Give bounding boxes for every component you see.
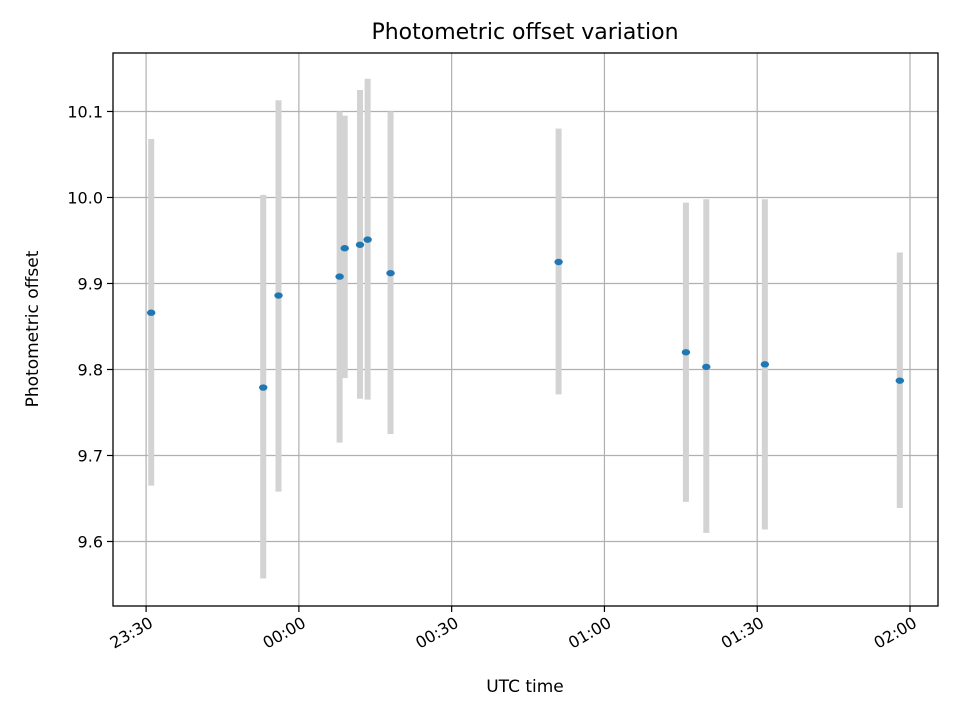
- x-tick-label: 23:30: [107, 613, 156, 653]
- y-axis-label: Photometric offset: [23, 250, 43, 407]
- x-axis-ticks: 23:30 00:00 00:30 01:00 01:30 02:00: [107, 606, 920, 653]
- x-tick-label: 00:00: [259, 613, 308, 653]
- grid: [113, 53, 938, 606]
- data-point: [335, 273, 344, 280]
- x-axis-label: UTC time: [486, 677, 564, 697]
- y-tick-label: 10.1: [67, 102, 103, 121]
- y-tick-label: 9.8: [78, 360, 103, 379]
- data-point: [702, 363, 711, 371]
- data-point: [340, 245, 349, 252]
- chart-title: Photometric offset variation: [371, 20, 678, 45]
- plot-frame: [112, 52, 939, 607]
- data-point: [146, 309, 156, 316]
- y-axis-ticks: 9.6 9.7 9.8 9.9 10.0 10.1: [67, 102, 113, 551]
- y-tick-label: 9.6: [78, 532, 103, 551]
- data-point: [895, 377, 905, 384]
- data-point: [363, 236, 372, 243]
- x-tick-label: 00:30: [412, 613, 461, 653]
- x-tick-label: 01:30: [718, 613, 767, 653]
- x-tick-label: 01:00: [565, 613, 614, 653]
- data-point: [386, 269, 395, 277]
- data-point: [554, 258, 563, 266]
- y-tick-label: 9.7: [78, 446, 103, 465]
- y-tick-label: 9.9: [78, 274, 103, 293]
- data-point: [274, 292, 283, 299]
- data-point: [760, 361, 770, 368]
- data-point: [259, 384, 268, 391]
- x-tick-label: 02:00: [871, 613, 920, 653]
- y-tick-label: 10.0: [67, 188, 103, 207]
- data-point: [355, 241, 365, 248]
- data-points: [146, 236, 905, 391]
- error-bars: [148, 78, 903, 579]
- data-point: [681, 349, 691, 356]
